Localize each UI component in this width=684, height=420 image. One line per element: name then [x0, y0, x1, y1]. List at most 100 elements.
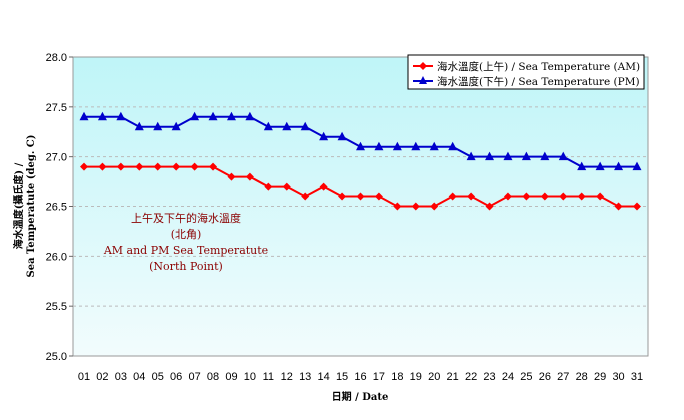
x-tick-label: 17 [373, 371, 385, 383]
x-tick-label: 04 [133, 371, 145, 383]
data-point-diamond [153, 162, 162, 171]
data-point-diamond [467, 192, 476, 201]
data-point-diamond [596, 192, 605, 201]
data-point-diamond [264, 182, 273, 191]
data-point-triangle [374, 141, 384, 151]
data-point-diamond [503, 192, 512, 201]
data-point-triangle [632, 161, 642, 171]
x-tick-label: 22 [465, 371, 477, 383]
y-axis-label-2: Sea Temperatute (deg. C) [26, 135, 37, 278]
data-point-triangle [319, 131, 329, 141]
x-axis-label: 日期 / Date [332, 390, 389, 403]
data-point-triangle [503, 151, 513, 161]
data-point-diamond [172, 162, 181, 171]
data-point-triangle [171, 121, 181, 131]
data-point-diamond [485, 202, 494, 211]
y-tick-label: 26.5 [46, 202, 67, 214]
x-tick-label: 12 [281, 371, 293, 383]
data-point-triangle [263, 121, 273, 131]
data-point-diamond [577, 192, 586, 201]
data-point-triangle [540, 151, 550, 161]
x-tick-label: 27 [557, 371, 569, 383]
data-point-diamond [356, 192, 365, 201]
x-tick-label: 11 [263, 371, 274, 383]
data-point-diamond [227, 172, 236, 181]
legend-diamond-icon [419, 62, 427, 70]
data-point-diamond [301, 192, 310, 201]
data-point-diamond [430, 202, 439, 211]
data-point-triangle [208, 111, 218, 121]
x-tick-label: 24 [502, 371, 514, 383]
data-point-triangle [521, 151, 531, 161]
data-point-diamond [614, 202, 623, 211]
data-point-diamond [319, 182, 328, 191]
y-tick-label: 27.5 [46, 102, 67, 114]
x-tick-label: 18 [391, 371, 403, 383]
y-tick-label: 26.0 [46, 251, 67, 263]
x-tick-label: 13 [299, 371, 311, 383]
x-tick-label: 15 [336, 371, 348, 383]
data-point-diamond [448, 192, 457, 201]
x-tick-label: 20 [428, 371, 440, 383]
x-tick-label: 03 [115, 371, 127, 383]
x-tick-label: 28 [576, 371, 588, 383]
legend-am: 海水溫度(上午) / Sea Temperature (AM) [437, 60, 640, 73]
data-point-diamond [190, 162, 199, 171]
data-point-diamond [374, 192, 383, 201]
data-point-triangle [356, 141, 365, 151]
annotation-line-2: (北角) [171, 228, 202, 241]
data-point-triangle [300, 121, 310, 131]
data-point-diamond [411, 202, 420, 211]
x-tick-label: 02 [96, 371, 108, 383]
data-point-triangle [190, 111, 200, 121]
data-point-triangle [245, 111, 255, 121]
data-point-triangle [429, 141, 439, 151]
x-tick-label: 14 [318, 371, 330, 383]
data-point-triangle [392, 141, 402, 151]
data-point-triangle [226, 111, 236, 121]
data-point-triangle [411, 141, 421, 151]
x-tick-label: 30 [612, 371, 624, 383]
y-tick-label: 28.0 [46, 52, 67, 64]
x-tick-label: 26 [539, 371, 551, 383]
x-tick-label: 08 [207, 371, 219, 383]
y-axis-label-1: 海水溫度(攝氏度) / [12, 162, 25, 249]
annotation-line-4: (North Point) [149, 260, 223, 273]
data-point-diamond [393, 202, 402, 211]
x-tick-label: 29 [594, 371, 606, 383]
data-point-diamond [98, 162, 107, 171]
data-point-triangle [134, 121, 144, 131]
data-point-triangle [595, 161, 605, 171]
data-point-diamond [338, 192, 347, 201]
data-point-triangle [466, 151, 476, 161]
data-point-triangle [116, 111, 126, 121]
legend: 海水溫度(上午) / Sea Temperature (AM) 海水溫度(下午)… [407, 54, 645, 90]
data-point-diamond [559, 192, 568, 201]
data-point-triangle [614, 161, 624, 171]
data-point-diamond [245, 172, 254, 181]
x-tick-label: 10 [244, 371, 256, 383]
data-point-diamond [209, 162, 218, 171]
x-tick-label: 06 [170, 371, 182, 383]
data-point-diamond [522, 192, 531, 201]
data-point-triangle [558, 151, 568, 161]
y-tick-label: 27.0 [46, 152, 67, 164]
data-point-diamond [116, 162, 125, 171]
annotation-line-1: 上午及下午的海水溫度 [131, 211, 241, 225]
data-point-triangle [153, 121, 163, 131]
data-point-triangle [79, 111, 89, 121]
data-point-diamond [633, 202, 641, 211]
x-tick-label: 07 [188, 371, 200, 383]
data-point-triangle [97, 111, 107, 121]
annotation-line-3: AM and PM Sea Temperatute [103, 244, 268, 257]
legend-triangle-icon [419, 76, 427, 84]
x-tick-label: 31 [631, 371, 643, 383]
plot-area [72, 56, 649, 357]
x-tick-label: 16 [354, 371, 366, 383]
data-point-triangle [337, 131, 347, 141]
x-tick-label: 21 [447, 371, 459, 383]
y-tick-label: 25.5 [46, 301, 67, 313]
x-tick-label: 19 [410, 371, 422, 383]
data-point-diamond [135, 162, 144, 171]
